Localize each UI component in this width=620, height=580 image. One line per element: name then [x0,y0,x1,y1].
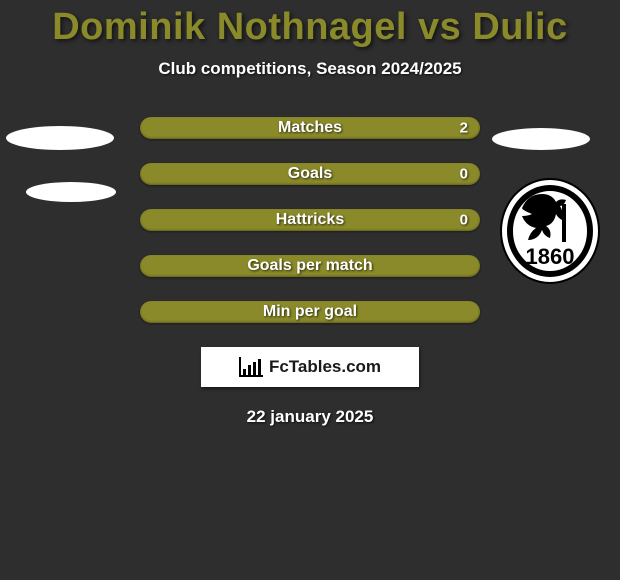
stat-bar: Matches 2 [140,117,480,139]
stat-row: Goals 0 [0,163,620,185]
source-attribution: FcTables.com [201,347,419,387]
stat-row: Matches 2 [0,117,620,139]
stat-row: Goals per match [0,255,620,277]
stat-bar: Min per goal [140,301,480,323]
stat-row: Hattricks 0 [0,209,620,231]
stat-row: Min per goal [0,301,620,323]
source-label: FcTables.com [269,357,381,377]
comparison-infographic: Dominik Nothnagel vs Dulic Club competit… [0,0,620,427]
stat-value-right: 2 [460,120,468,137]
source-inner: FcTables.com [239,357,381,377]
page-title: Dominik Nothnagel vs Dulic [0,6,620,49]
date-label: 22 january 2025 [0,407,620,427]
stat-bar: Goals 0 [140,163,480,185]
stat-bar: Hattricks 0 [140,209,480,231]
stat-bar: Goals per match [140,255,480,277]
stat-value-right: 0 [460,212,468,229]
stats-list: Matches 2 Goals 0 Hattricks 0 Goals per … [0,117,620,323]
stat-label: Goals [288,165,332,183]
stat-value-right: 0 [460,166,468,183]
bar-chart-icon [239,357,263,377]
subtitle: Club competitions, Season 2024/2025 [0,59,620,79]
stat-label: Goals per match [247,257,372,275]
stat-label: Hattricks [276,211,344,229]
stat-label: Min per goal [263,303,357,321]
stat-label: Matches [278,119,342,137]
